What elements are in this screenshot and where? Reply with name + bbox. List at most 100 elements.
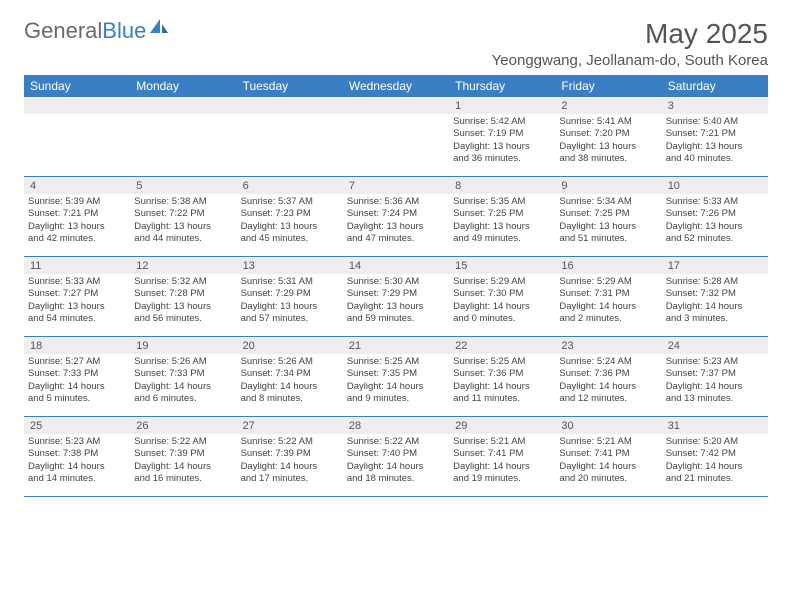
sunset-text: Sunset: 7:27 PM: [28, 288, 126, 300]
day-cell: 12Sunrise: 5:32 AMSunset: 7:28 PMDayligh…: [130, 257, 236, 336]
day-cell: 5Sunrise: 5:38 AMSunset: 7:22 PMDaylight…: [130, 177, 236, 256]
day-number: 29: [449, 417, 555, 434]
logo-text-1: General: [24, 18, 102, 44]
daylight-text-2: and 12 minutes.: [559, 393, 657, 405]
day-number: 10: [662, 177, 768, 194]
day-number: 27: [237, 417, 343, 434]
weekday-header: SundayMondayTuesdayWednesdayThursdayFrid…: [24, 75, 768, 97]
day-number: 8: [449, 177, 555, 194]
calendar-page: GeneralBlue May 2025 Yeonggwang, Jeollan…: [0, 0, 792, 515]
day-body: Sunrise: 5:22 AMSunset: 7:39 PMDaylight:…: [130, 434, 236, 496]
day-body: Sunrise: 5:22 AMSunset: 7:39 PMDaylight:…: [237, 434, 343, 496]
day-cell: 9Sunrise: 5:34 AMSunset: 7:25 PMDaylight…: [555, 177, 661, 256]
sunrise-text: Sunrise: 5:20 AM: [666, 436, 764, 448]
sunset-text: Sunset: 7:42 PM: [666, 448, 764, 460]
sunset-text: Sunset: 7:38 PM: [28, 448, 126, 460]
sunset-text: Sunset: 7:25 PM: [453, 208, 551, 220]
day-body: Sunrise: 5:39 AMSunset: 7:21 PMDaylight:…: [24, 194, 130, 256]
sunset-text: Sunset: 7:32 PM: [666, 288, 764, 300]
sunrise-text: Sunrise: 5:30 AM: [347, 276, 445, 288]
month-title: May 2025: [492, 18, 768, 50]
sunrise-text: Sunrise: 5:33 AM: [28, 276, 126, 288]
day-number: 12: [130, 257, 236, 274]
day-cell: [24, 97, 130, 176]
daylight-text-2: and 20 minutes.: [559, 473, 657, 485]
week-row: 11Sunrise: 5:33 AMSunset: 7:27 PMDayligh…: [24, 257, 768, 337]
sunrise-text: Sunrise: 5:40 AM: [666, 116, 764, 128]
day-cell: 16Sunrise: 5:29 AMSunset: 7:31 PMDayligh…: [555, 257, 661, 336]
daylight-text-2: and 45 minutes.: [241, 233, 339, 245]
day-body: Sunrise: 5:35 AMSunset: 7:25 PMDaylight:…: [449, 194, 555, 256]
day-number: 21: [343, 337, 449, 354]
sunrise-text: Sunrise: 5:32 AM: [134, 276, 232, 288]
sunset-text: Sunset: 7:26 PM: [666, 208, 764, 220]
day-body: Sunrise: 5:33 AMSunset: 7:27 PMDaylight:…: [24, 274, 130, 336]
title-block: May 2025 Yeonggwang, Jeollanam-do, South…: [492, 18, 768, 69]
day-cell: 28 Sunrise: 5:22 AMSunset: 7:40 PMDayligh…: [343, 417, 449, 496]
sunset-text: Sunset: 7:22 PM: [134, 208, 232, 220]
day-body: Sunrise: 5:26 AMSunset: 7:33 PMDaylight:…: [130, 354, 236, 416]
day-cell: 3Sunrise: 5:40 AMSunset: 7:21 PMDaylight…: [662, 97, 768, 176]
day-number: 31: [662, 417, 768, 434]
day-cell: 18Sunrise: 5:27 AMSunset: 7:33 PMDayligh…: [24, 337, 130, 416]
daylight-text-2: and 16 minutes.: [134, 473, 232, 485]
weekday-label: Tuesday: [237, 75, 343, 97]
day-cell: 11Sunrise: 5:33 AMSunset: 7:27 PMDayligh…: [24, 257, 130, 336]
day-number: [343, 97, 449, 114]
day-body: Sunrise: 5:37 AMSunset: 7:23 PMDaylight:…: [237, 194, 343, 256]
daylight-text-2: and 17 minutes.: [241, 473, 339, 485]
day-body: Sunrise: 5:27 AMSunset: 7:33 PMDaylight:…: [24, 354, 130, 416]
daylight-text: Daylight: 13 hours: [134, 301, 232, 313]
sunset-text: Sunset: 7:34 PM: [241, 368, 339, 380]
day-body: [343, 114, 449, 176]
daylight-text: Daylight: 13 hours: [241, 221, 339, 233]
calendar-grid: SundayMondayTuesdayWednesdayThursdayFrid…: [24, 75, 768, 497]
daylight-text: Daylight: 13 hours: [559, 221, 657, 233]
daylight-text: Daylight: 14 hours: [559, 301, 657, 313]
day-body: [24, 114, 130, 176]
day-number: 28: [343, 417, 449, 434]
sunset-text: Sunset: 7:23 PM: [241, 208, 339, 220]
daylight-text: Daylight: 14 hours: [134, 381, 232, 393]
sunset-text: Sunset: 7:36 PM: [453, 368, 551, 380]
day-cell: 22Sunrise: 5:25 AMSunset: 7:36 PMDayligh…: [449, 337, 555, 416]
daylight-text-2: and 6 minutes.: [134, 393, 232, 405]
day-number: 13: [237, 257, 343, 274]
daylight-text-2: and 47 minutes.: [347, 233, 445, 245]
day-number: 7: [343, 177, 449, 194]
daylight-text: Daylight: 14 hours: [666, 461, 764, 473]
daylight-text: Daylight: 13 hours: [134, 221, 232, 233]
daylight-text: Daylight: 14 hours: [347, 461, 445, 473]
day-cell: 30Sunrise: 5:21 AMSunset: 7:41 PMDayligh…: [555, 417, 661, 496]
daylight-text-2: and 44 minutes.: [134, 233, 232, 245]
sunrise-text: Sunrise: 5:22 AM: [347, 436, 445, 448]
sunrise-text: Sunrise: 5:41 AM: [559, 116, 657, 128]
sunrise-text: Sunrise: 5:39 AM: [28, 196, 126, 208]
day-number: 23: [555, 337, 661, 354]
day-body: Sunrise: 5:25 AMSunset: 7:36 PMDaylight:…: [449, 354, 555, 416]
day-number: [24, 97, 130, 114]
day-cell: 8Sunrise: 5:35 AMSunset: 7:25 PMDaylight…: [449, 177, 555, 256]
day-cell: 21Sunrise: 5:25 AMSunset: 7:35 PMDayligh…: [343, 337, 449, 416]
sunset-text: Sunset: 7:25 PM: [559, 208, 657, 220]
daylight-text-2: and 19 minutes.: [453, 473, 551, 485]
daylight-text-2: and 51 minutes.: [559, 233, 657, 245]
sunset-text: Sunset: 7:24 PM: [347, 208, 445, 220]
day-cell: 1Sunrise: 5:42 AMSunset: 7:19 PMDaylight…: [449, 97, 555, 176]
day-number: 26: [130, 417, 236, 434]
sunrise-text: Sunrise: 5:23 AM: [666, 356, 764, 368]
week-row: 4Sunrise: 5:39 AMSunset: 7:21 PMDaylight…: [24, 177, 768, 257]
day-cell: 14Sunrise: 5:30 AMSunset: 7:29 PMDayligh…: [343, 257, 449, 336]
sunset-text: Sunset: 7:40 PM: [347, 448, 445, 460]
daylight-text-2: and 5 minutes.: [28, 393, 126, 405]
day-cell: 29Sunrise: 5:21 AMSunset: 7:41 PMDayligh…: [449, 417, 555, 496]
week-row: 18Sunrise: 5:27 AMSunset: 7:33 PMDayligh…: [24, 337, 768, 417]
weekday-label: Monday: [130, 75, 236, 97]
sunset-text: Sunset: 7:36 PM: [559, 368, 657, 380]
sunset-text: Sunset: 7:29 PM: [241, 288, 339, 300]
sunrise-text: Sunrise: 5:24 AM: [559, 356, 657, 368]
daylight-text: Daylight: 14 hours: [559, 461, 657, 473]
daylight-text-2: and 59 minutes.: [347, 313, 445, 325]
day-body: Sunrise: 5:20 AMSunset: 7:42 PMDaylight:…: [662, 434, 768, 496]
daylight-text-2: and 54 minutes.: [28, 313, 126, 325]
